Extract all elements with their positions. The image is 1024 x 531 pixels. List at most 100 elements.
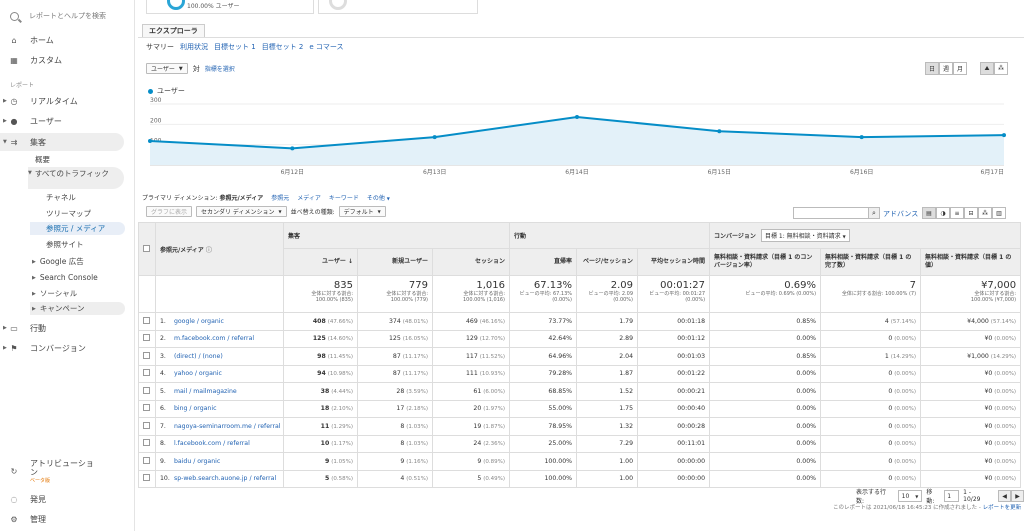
checkbox[interactable] [143,316,150,324]
sort-type-select[interactable]: デフォルト ▼ [338,206,386,217]
row-checkbox-cell[interactable] [138,452,156,471]
advanced-filter-link[interactable]: アドバンス [883,210,919,218]
checkbox[interactable] [143,404,150,412]
column-header-new-users[interactable]: 新規ユーザー [357,248,433,276]
dimension-option-source[interactable]: 参照元 [271,195,290,202]
row-checkbox-cell[interactable] [138,312,156,331]
sidebar-item-users[interactable]: ▶ ● ユーザー [0,114,62,128]
checkbox[interactable] [143,351,150,359]
refresh-report-link[interactable]: レポートを更新 [982,505,1022,511]
subtab-usage[interactable]: 利用状況 [180,43,208,51]
row-checkbox-cell[interactable] [138,417,156,436]
sidebar-item-conversion[interactable]: ▶ ⚑ コンバージョン [0,341,86,355]
dimension-option-keyword[interactable]: キーワード [328,195,359,202]
sidebar-subitem-overview[interactable]: 概要 [35,155,50,164]
sidebar-subitem-search-console[interactable]: ▶ Search Console [32,271,98,284]
column-header-avg-session-duration[interactable]: 平均セッション時間 [637,248,711,276]
checkbox[interactable] [143,334,150,342]
sidebar-item-attribution[interactable]: ↻ アトリビューション ベータ版 [0,459,94,485]
performance-view-icon[interactable]: ≡ [950,207,964,219]
granularity-week-button[interactable]: 週 [939,62,953,75]
source-medium-link[interactable]: l.facebook.com / referral [173,440,250,448]
dimension-option-other[interactable]: その他 ▼ [367,193,390,202]
checkbox[interactable] [143,386,150,394]
table-search-input[interactable] [793,207,880,219]
column-header-goal1-value[interactable]: 無料相談・資料請求（目標 1 の値） [920,248,1022,276]
source-medium-link[interactable]: mail / mailmagazine [173,387,237,395]
subtab-goal-set-1[interactable]: 目標セット 1 [214,43,256,51]
rows-per-page-select[interactable]: 10 ▼ [897,490,923,502]
source-medium-link[interactable]: nagoya-seminarroom.me / referral [173,422,281,430]
source-medium-link[interactable]: baidu / organic [173,457,221,465]
table-search-button[interactable]: ⌕ [868,207,880,219]
checkbox[interactable] [143,456,150,464]
sidebar-subitem-campaign[interactable]: ▶ キャンペーン [30,302,125,315]
row-checkbox-cell[interactable] [138,469,156,488]
sidebar-subitem-channel[interactable]: チャネル [46,193,76,202]
checkbox[interactable] [143,369,150,377]
granularity-month-button[interactable]: 月 [953,62,967,75]
term-cloud-icon[interactable]: ⁂ [978,207,992,219]
sidebar-item-custom[interactable]: ▦ カスタム [0,53,62,67]
dimension-option-medium[interactable]: メディア [297,195,321,202]
sidebar-item-behavior[interactable]: ▶ ▭ 行動 [0,321,46,335]
source-medium-link[interactable]: (direct) / (none) [173,352,223,360]
sidebar-item-realtime[interactable]: ▶ ◷ リアルタイム [0,94,78,108]
next-page-button[interactable]: ▶ [1011,490,1024,502]
row-checkbox-cell[interactable] [138,399,156,418]
row-checkbox-cell[interactable] [138,347,156,366]
motion-chart-icon[interactable]: ⁂ [994,62,1008,75]
subtab-goal-set-2[interactable]: 目標セット 2 [261,43,304,51]
checkbox[interactable] [143,439,150,447]
source-medium-link[interactable]: m.facebook.com / referral [173,335,255,343]
dimension-header[interactable]: 参照元/メディア ⓘ [155,222,284,276]
row-checkbox-cell[interactable] [138,382,156,401]
source-medium-link[interactable]: sp-web.search.auone.jp / referral [173,475,277,483]
column-header-goal1-conversion-rate[interactable]: 無料相談・資料請求（目標 1 のコンバージョン率） [709,248,822,276]
row-checkbox-cell[interactable] [138,364,156,383]
sidebar-item-admin[interactable]: ⚙ 管理 [0,512,46,526]
report-search[interactable]: レポートとヘルプを検索 [10,10,106,22]
column-header-goal1-completions[interactable]: 無料相談・資料請求（目標 1 の完了数） [820,248,922,276]
sidebar-subitem-source-medium[interactable]: 参照元 / メディア [30,222,125,235]
column-header-pages-per-session[interactable]: ページ/セッション [576,248,639,276]
checkbox[interactable] [143,244,150,252]
subtab-summary[interactable]: サマリー [146,43,174,51]
select-metric-link[interactable]: 指標を選択 [204,66,235,73]
row-checkbox-cell[interactable] [138,434,156,453]
checkbox[interactable] [143,421,150,429]
checkbox[interactable] [143,474,150,482]
goal-select[interactable]: 目標 1: 無料相談・資料請求 ▼ [761,229,850,242]
line-chart-icon[interactable]: ⛰ [980,62,994,75]
sidebar-item-home[interactable]: ⌂ ホーム [0,33,53,47]
pie-view-icon[interactable]: ◑ [936,207,950,219]
expand-arrow-icon: ▶ [3,325,7,331]
sidebar-item-acquisition[interactable]: ▼ ⇉ 集客 [0,133,124,151]
granularity-day-button[interactable]: 日 [925,62,939,75]
sidebar-subitem-treemap[interactable]: ツリーマップ [46,209,91,218]
secondary-dimension-select[interactable]: セカンダリ ディメンション ▼ [196,206,287,217]
goto-page-input[interactable]: 1 [944,490,960,502]
source-medium-link[interactable]: yahoo / organic [173,370,222,378]
sidebar-subitem-all-traffic[interactable]: ▼ すべてのトラフィック [28,167,124,189]
row-checkbox-cell[interactable] [138,329,156,348]
plot-rows-button[interactable]: グラフに表示 [146,206,193,217]
subtab-ecommerce[interactable]: e コマース [309,43,344,51]
sidebar-subitem-referrals[interactable]: 参照サイト [46,240,84,249]
cell-percent: (0.00%) [994,371,1017,378]
sidebar-subitem-social[interactable]: ▶ ソーシャル [32,287,77,300]
pivot-view-icon[interactable]: ▥ [992,207,1006,219]
select-all-cell[interactable] [138,222,156,276]
column-header-users[interactable]: ユーザー ↓ [283,248,358,276]
prev-page-button[interactable]: ◀ [998,490,1011,502]
column-header-sessions[interactable]: セッション [431,248,511,276]
column-header-bounce-rate[interactable]: 直帰率 [509,248,578,276]
sidebar-item-discover[interactable]: ◌ 発見 [0,492,47,506]
source-medium-link[interactable]: google / organic [173,317,224,325]
table-view-icon[interactable]: ▤ [922,207,936,219]
sidebar-subitem-google-ads[interactable]: ▶ Google 広告 [32,255,84,268]
metric-select[interactable]: ユーザー ▼ [146,63,188,74]
source-medium-link[interactable]: bing / organic [173,405,217,413]
tab-explorer[interactable]: エクスプローラ [142,24,205,37]
comparison-view-icon[interactable]: ⊟ [964,207,978,219]
